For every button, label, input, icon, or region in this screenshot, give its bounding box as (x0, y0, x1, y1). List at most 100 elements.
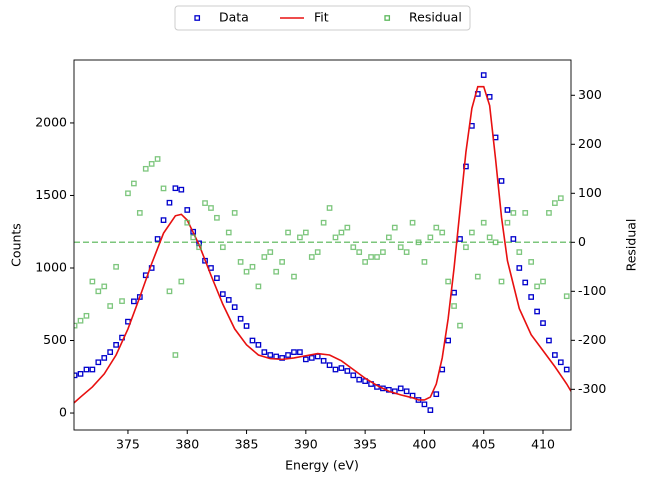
point (391, 224, 398, 231)
point (219, 244, 226, 251)
point (214, 214, 220, 221)
point (463, 244, 469, 251)
fit-line (74, 85, 571, 404)
point (338, 365, 345, 371)
point (113, 263, 119, 270)
point (279, 259, 285, 265)
point (249, 263, 256, 270)
legend-box (174, 5, 471, 31)
point (480, 219, 487, 226)
legend-label: Fit (314, 10, 329, 25)
point (397, 385, 404, 392)
point (214, 275, 220, 281)
point (546, 210, 552, 216)
y-tick-label: 500 (43, 332, 67, 347)
point (202, 200, 208, 206)
point (142, 165, 149, 172)
point (540, 320, 546, 326)
point (516, 265, 523, 271)
point (427, 407, 434, 413)
point (297, 349, 303, 355)
point (273, 353, 280, 360)
point (433, 224, 440, 231)
y2-tick-label: 100 (578, 185, 602, 200)
point (320, 357, 327, 364)
y-tick-label: 1500 (35, 187, 67, 202)
point (77, 371, 84, 377)
point (291, 273, 297, 280)
point (237, 315, 244, 322)
point (160, 185, 167, 192)
plot-area (74, 72, 571, 413)
point (356, 249, 363, 255)
point (403, 388, 410, 395)
plot-frame (73, 59, 572, 431)
y-tick-label: 2000 (35, 114, 67, 129)
point (445, 278, 451, 285)
point (421, 401, 428, 408)
point (225, 297, 232, 303)
point (225, 229, 232, 236)
point (403, 249, 410, 255)
point (326, 362, 333, 369)
point (101, 283, 108, 290)
point (261, 349, 268, 355)
point (302, 356, 309, 363)
point (427, 234, 434, 241)
point (540, 278, 546, 285)
point (326, 205, 333, 211)
point (148, 161, 155, 167)
x-tick-label: 385 (235, 437, 259, 452)
point (249, 337, 256, 344)
point (522, 210, 529, 216)
point (522, 279, 529, 286)
point (350, 372, 357, 379)
point (338, 229, 345, 236)
point (89, 366, 96, 373)
point (504, 207, 511, 213)
point (356, 376, 363, 383)
legend-swatch (194, 15, 201, 21)
point (510, 210, 517, 216)
x-tick-label: 410 (531, 437, 555, 452)
point (332, 366, 339, 373)
point (486, 234, 493, 241)
point (219, 291, 226, 297)
point (546, 337, 552, 344)
point (231, 304, 238, 311)
point (285, 229, 291, 236)
point (504, 219, 511, 226)
y2-tick-label: -200 (578, 332, 606, 347)
y2-tick-label: 200 (578, 136, 602, 151)
point (457, 236, 463, 242)
y-axis-label: Counts (9, 223, 24, 267)
point (492, 239, 499, 246)
point (380, 385, 386, 392)
point (552, 200, 558, 206)
point (184, 207, 191, 213)
point (190, 234, 197, 241)
x-tick-label: 400 (412, 437, 436, 452)
point (563, 293, 570, 300)
point (314, 249, 321, 255)
point (320, 219, 327, 226)
point (208, 205, 214, 211)
point (451, 303, 457, 309)
point (563, 366, 570, 373)
point (528, 294, 535, 300)
point (308, 254, 315, 260)
point (231, 210, 238, 216)
point (314, 353, 321, 360)
point (273, 268, 280, 275)
point (421, 259, 428, 265)
point (125, 190, 131, 197)
point (415, 239, 422, 246)
point (528, 259, 535, 265)
point (77, 317, 84, 324)
point (457, 322, 463, 329)
point (368, 254, 374, 260)
point (107, 303, 114, 309)
y2-tick-label: 0 (578, 234, 586, 249)
point (445, 337, 451, 344)
point (166, 199, 173, 206)
